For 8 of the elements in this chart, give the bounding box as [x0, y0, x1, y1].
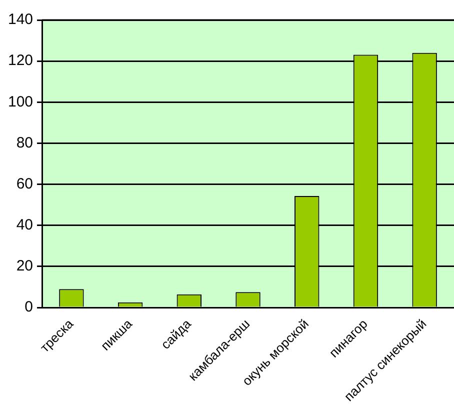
y-tick-label: 0 [24, 298, 34, 316]
y-tick-label: 120 [8, 52, 34, 70]
y-tick-label: 40 [16, 216, 34, 234]
y-tick-label: 60 [16, 175, 34, 192]
y-tick-label: 100 [8, 93, 34, 110]
y-tick-label: 20 [16, 258, 34, 275]
y-tick-label: 140 [8, 11, 34, 28]
y-tick-label: 80 [16, 134, 34, 152]
